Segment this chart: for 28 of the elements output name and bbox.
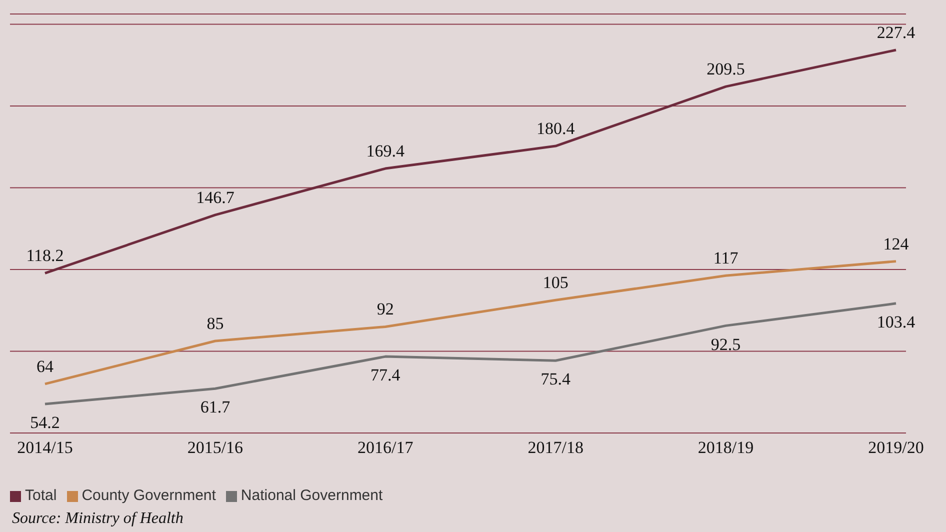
data-label: 227.4 [876, 22, 916, 42]
data-label: 61.7 [200, 398, 231, 417]
data-label: 118.2 [26, 246, 64, 266]
x-tick-label: 2016/17 [358, 438, 414, 458]
data-label: 92 [376, 300, 394, 319]
x-tick-label: 2017/18 [528, 438, 584, 458]
source-note: Source: Ministry of Health [12, 510, 184, 528]
data-label: 180.4 [536, 119, 576, 138]
data-label: 64 [36, 356, 54, 376]
legend-label: National Government [240, 487, 383, 504]
data-label: 169.4 [366, 142, 406, 161]
data-label: 146.7 [196, 188, 235, 207]
data-label: 75.4 [540, 370, 571, 389]
legend-label: Total [25, 487, 57, 504]
legend-label: County Government [82, 487, 216, 504]
data-label: 54.2 [30, 413, 60, 432]
x-tick-label: 2014/15 [17, 438, 73, 458]
data-label: 209.5 [706, 60, 745, 79]
data-label: 77.4 [370, 366, 401, 385]
data-label: 103.4 [876, 312, 916, 332]
data-label: 117 [713, 248, 739, 268]
x-tick-label: 2019/20 [868, 438, 924, 458]
x-tick-label: 2015/16 [187, 438, 244, 458]
data-label: 124 [883, 234, 910, 254]
data-label: 85 [206, 314, 224, 334]
data-label: 105 [542, 273, 568, 292]
data-label: 92.5 [710, 334, 741, 354]
x-tick-label: 2018/19 [698, 438, 754, 458]
